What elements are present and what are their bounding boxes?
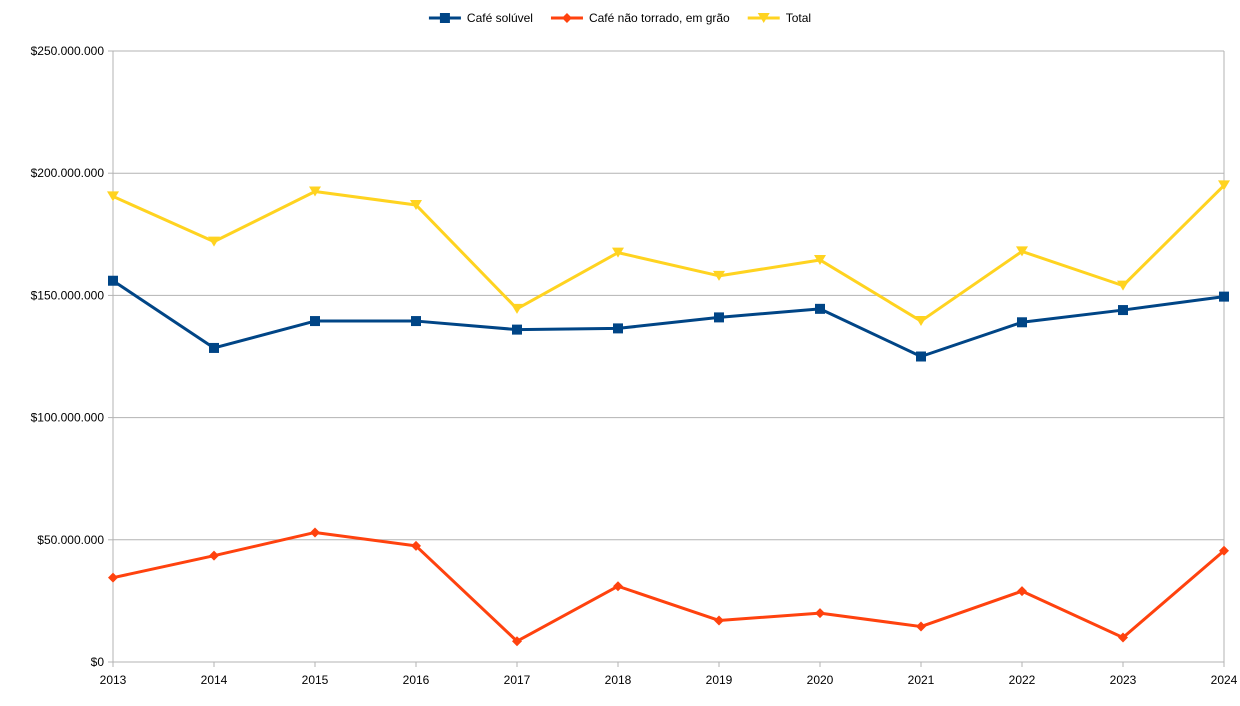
data-point: [713, 270, 725, 281]
x-tick-label: 2019: [706, 673, 733, 687]
y-tick-label: $150.000.000: [31, 288, 105, 302]
data-point: [1218, 180, 1230, 191]
data-point: [512, 636, 522, 647]
y-tick-label: $0: [91, 655, 105, 669]
legend-label: Café não torrado, em grão: [589, 11, 730, 25]
data-point: [916, 351, 926, 362]
data-point: [1118, 305, 1128, 316]
series-line: [112, 530, 1225, 643]
x-tick-label: 2022: [1009, 673, 1036, 687]
series-line: [112, 184, 1226, 323]
data-point: [107, 191, 119, 202]
data-point: [411, 316, 421, 327]
data-point: [208, 236, 220, 247]
y-tick-label: $50.000.000: [37, 533, 104, 547]
data-point: [1017, 317, 1027, 328]
legend-swatch-marker: [757, 13, 770, 23]
x-tick-label: 2023: [1110, 673, 1137, 687]
legend: Café solúvel Café não torrado, em grão Tot…: [428, 11, 811, 25]
data-point: [714, 615, 724, 626]
legend-swatch-marker: [439, 13, 450, 23]
data-point: [1219, 291, 1229, 302]
data-point: [814, 254, 826, 265]
data-point: [612, 247, 624, 258]
data-point: [1016, 246, 1028, 257]
x-tick-label: 2014: [201, 673, 228, 687]
x-tick-label: 2021: [908, 673, 935, 687]
data-point: [511, 303, 523, 314]
x-tick-label: 2020: [807, 673, 834, 687]
data-point: [209, 550, 219, 561]
data-point: [209, 342, 219, 353]
data-point: [815, 608, 825, 619]
legend-item: Café solúvel: [428, 11, 533, 25]
data-point: [108, 572, 118, 583]
data-point: [512, 324, 522, 335]
data-point: [613, 581, 623, 592]
y-tick-label: $200.000.000: [31, 166, 105, 180]
y-tick-label: $250.000.000: [31, 44, 105, 58]
data-point: [310, 527, 320, 538]
series-line: [112, 279, 1225, 358]
data-point: [815, 303, 825, 314]
x-tick-label: 2013: [100, 673, 127, 687]
data-point: [1219, 545, 1229, 556]
data-point: [916, 621, 926, 632]
x-tick-label: 2015: [302, 673, 329, 687]
data-point: [108, 275, 118, 286]
x-tick-label: 2024: [1211, 673, 1238, 687]
data-point: [1118, 632, 1128, 643]
x-tick-label: 2018: [605, 673, 632, 687]
axis-layer: $0 $50.000.000 $100.000.000 $150.000.000 $20…: [31, 44, 1238, 687]
series-layer: [107, 180, 1230, 647]
data-point: [410, 199, 422, 210]
data-point: [1117, 280, 1129, 291]
data-point: [309, 186, 321, 197]
y-tick-label: $100.000.000: [31, 411, 105, 425]
legend-swatch-marker: [561, 13, 572, 23]
data-point: [714, 312, 724, 323]
x-tick-label: 2016: [403, 673, 430, 687]
legend-item: Total: [747, 11, 811, 25]
series-1: [108, 527, 1229, 647]
data-point: [915, 316, 927, 327]
series-0: [108, 275, 1229, 362]
legend-item: Café não torrado, em grão: [550, 11, 730, 25]
x-tick-label: 2017: [504, 673, 531, 687]
series-2: [107, 180, 1230, 327]
data-point: [411, 540, 421, 551]
legend-label: Café solúvel: [467, 11, 533, 25]
data-point: [310, 316, 320, 327]
grid-layer: [112, 50, 1225, 662]
data-point: [613, 323, 623, 334]
data-point: [1017, 586, 1027, 597]
legend-label: Total: [786, 11, 811, 25]
